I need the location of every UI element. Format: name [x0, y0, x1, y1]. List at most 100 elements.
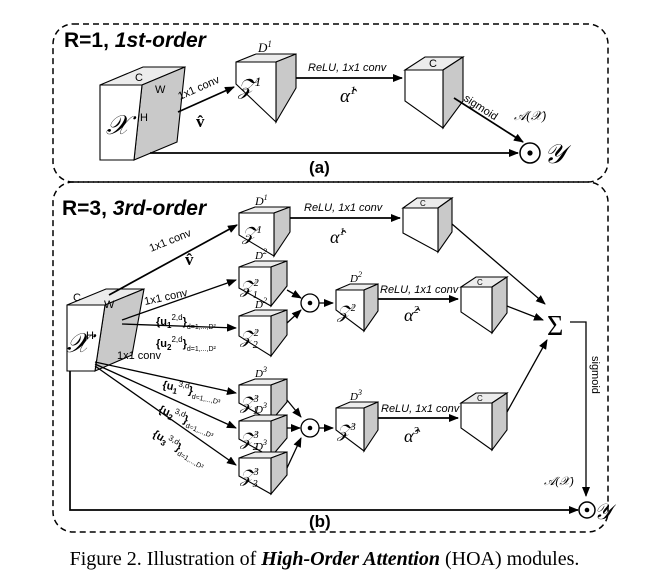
branch3-u2-sup: 3,d: [173, 407, 187, 420]
svg-text:D1: D1: [257, 39, 272, 55]
branch2-u2-sup: 2,d: [171, 335, 182, 344]
panel-a-attn-label: 𝒜(𝒳): [514, 108, 546, 123]
branch2-d2-sup: 2: [263, 296, 267, 305]
branch3-d2-label: D: [254, 404, 263, 416]
branch2-d2-label: D: [254, 299, 263, 311]
branch3-d1-sup: 3: [262, 365, 267, 374]
branch1-alpha-sup: 1: [339, 226, 345, 238]
branch3-relu-label: ReLU, 1x1 conv: [381, 403, 461, 415]
panel-a-d-sup: 1: [267, 39, 272, 49]
panel-b: R=3, 3rd-order 𝒳 C W H 1x1 conv v̂ 𝒵1 D1…: [52, 181, 617, 533]
panel-a-frame: [52, 23, 609, 183]
branch2-z21-symbol: 𝒵: [239, 277, 258, 297]
branch2-d-sup: 2: [263, 247, 267, 256]
figure-caption: Figure 2. Illustration of High-Order Att…: [0, 548, 649, 571]
svg-text:D3: D3: [254, 438, 267, 453]
branch1-sum-arrow: [451, 223, 546, 305]
branch3-zp-d-sup: 3: [357, 388, 362, 397]
svg-text:α̂2: α̂2: [404, 304, 420, 325]
branch3-c-label: C: [477, 394, 483, 403]
branch1-conv-arrow: [108, 224, 238, 296]
svg-text:𝒵21: 𝒵2 1: [239, 277, 259, 301]
branch3-d1-label: D: [254, 368, 263, 380]
panel-a-sigmoid-label: sigmoid: [461, 92, 499, 123]
branch2-z22-symbol: 𝒵: [239, 327, 258, 347]
branch3-conv-label: 1x1 conv: [117, 350, 162, 362]
branch3-d3-label: D: [254, 441, 263, 453]
branch3-zp-d-label: D: [349, 391, 358, 403]
sum-symbol: Σ: [547, 311, 563, 342]
panel-b-sigmoid-arrow: [570, 321, 590, 497]
svg-text:𝒵33: 𝒵3 3: [239, 466, 259, 490]
panel-a: R=1, 1st-order 𝒳 C W H 1x1 conv v̂ 𝒵1 D1…: [52, 23, 609, 183]
branch2-zp-d-sup: 2: [358, 270, 362, 279]
branch2-d-label: D: [254, 250, 263, 262]
panel-a-relu-label: ReLU, 1x1 conv: [308, 62, 388, 74]
branch2-u2-text: {u: [156, 338, 167, 350]
panel-a-z-symbol: 𝒵: [237, 74, 260, 99]
branch3-attention-tensor: C: [459, 391, 509, 452]
branch3-alpha-sup: 3: [412, 425, 419, 437]
panel-b-input-tensor: 𝒳 C W H: [66, 288, 145, 372]
branch3-z32-tensor: 𝒵3 2 D3: [238, 401, 288, 459]
branch2-zp-d-label: D: [349, 273, 358, 285]
svg-text:{u12,d}d=1,...,D²: {u12,d}d=1,...,D²: [156, 313, 217, 331]
branch2-c-label: C: [477, 278, 483, 287]
svg-text:{u23,d}d=1,...,D³: {u23,d}d=1,...,D³: [156, 401, 219, 440]
branch3-u1-arrow: [94, 361, 237, 395]
panel-a-sigmoid-arrow: [453, 97, 524, 143]
branch1-d-sup: 1: [264, 193, 268, 202]
svg-text:α̂1: α̂1: [340, 83, 358, 107]
branch3-z32-sub: 2: [253, 442, 258, 453]
branch2-z21-tensor: 𝒵2 1 D2: [238, 247, 288, 308]
panel-a-alpha-sup: 1: [350, 83, 356, 97]
svg-text:D3: D3: [349, 388, 362, 403]
panel-a-z1-tensor: 𝒵1 D1: [235, 39, 297, 125]
branch2-u1-sub: 1: [167, 321, 172, 330]
branch2-z21-sub: 1: [253, 290, 258, 301]
branch3-u2-tail: }: [182, 414, 191, 427]
branch2-u2-range: d=1,...,D²: [187, 346, 217, 353]
panel-a-v-hat: v̂: [196, 112, 205, 131]
svg-text:𝒵3: 𝒵3: [336, 421, 356, 441]
branch2-z21-sup: 2: [254, 278, 259, 289]
panel-a-z-sup: 1: [255, 74, 262, 89]
panel-b-attn-label: 𝒜(𝒳): [544, 474, 574, 488]
caption-suffix: (HOA) modules.: [439, 548, 580, 570]
svg-text:{u13,d}d=1,...,D³: {u13,d}d=1,...,D³: [161, 376, 224, 406]
caption-prefix: Figure 2. Illustration of: [69, 548, 262, 570]
panel-b-title-prefix: R=3,: [62, 197, 113, 220]
branch3-z31-sup: 3: [253, 394, 259, 405]
branch3-z3-tensor: 𝒵3 D3: [335, 388, 379, 453]
branch2-z22-sub: 2: [253, 340, 258, 351]
branch1-v-hat: v̂: [185, 250, 194, 269]
svg-text:𝒵2: 𝒵2: [336, 302, 356, 322]
branch3-sum-arrow: [506, 339, 548, 413]
panel-a-w-label: W: [155, 84, 166, 96]
branch2-u1-text: {u: [156, 316, 167, 328]
branch2-z22-sup: 2: [254, 328, 259, 339]
branch2-u1-range: d=1,...,D²: [187, 324, 217, 331]
branch3-z31-sub: 1: [253, 406, 258, 417]
branch3-u1-sub: 1: [172, 386, 179, 396]
branch2-u1-arrow: [121, 279, 237, 321]
branch3-z33-sub: 3: [252, 479, 258, 490]
panel-a-h-label: H: [140, 112, 148, 124]
branch2-z2-tensor: 𝒵2 D2: [335, 270, 379, 333]
branch1-relu-label: ReLU, 1x1 conv: [304, 202, 384, 214]
branch3-d3-sup: 3: [262, 438, 267, 447]
branch3-z32-sup: 3: [253, 430, 259, 441]
panel-a-conv-arrow: [177, 86, 235, 113]
panel-a-title-prefix: R=1,: [64, 29, 115, 52]
branch2-z22-tensor: 𝒵2 2 D2: [238, 296, 288, 358]
branch3-u3-range: d=1,...,D³: [176, 451, 205, 472]
svg-text:R=3, 3rd-order: R=3, 3rd-order: [62, 197, 208, 220]
branch2-attention-tensor: C: [459, 275, 509, 335]
branch3-u2-sub: 2: [166, 412, 174, 422]
svg-text:𝒵1: 𝒵1: [237, 74, 261, 99]
branch2-zp-sup: 2: [351, 303, 356, 314]
panel-a-c-label: C: [135, 72, 143, 84]
panel-b-output-symbol: 𝒴: [594, 499, 617, 524]
svg-text:D2: D2: [254, 296, 267, 311]
branch3-u3-tail: }: [174, 441, 184, 454]
